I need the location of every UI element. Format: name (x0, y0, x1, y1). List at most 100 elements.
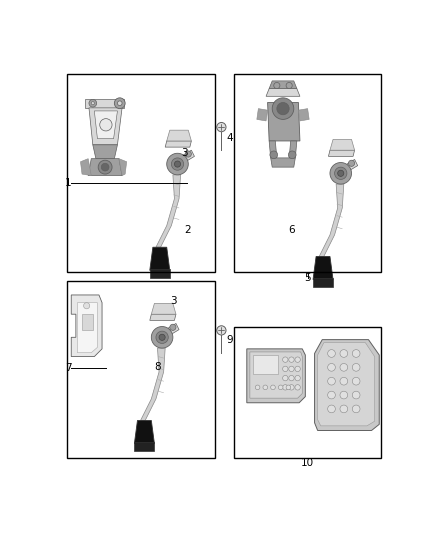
Circle shape (170, 324, 176, 330)
Polygon shape (94, 111, 117, 139)
Circle shape (272, 98, 294, 119)
Circle shape (279, 385, 283, 390)
Circle shape (159, 334, 165, 341)
Circle shape (340, 391, 348, 399)
Polygon shape (71, 295, 102, 357)
Circle shape (289, 375, 294, 381)
Polygon shape (88, 159, 122, 175)
Circle shape (340, 377, 348, 385)
Circle shape (295, 385, 300, 390)
Polygon shape (150, 247, 170, 270)
Circle shape (156, 331, 168, 343)
Circle shape (98, 160, 112, 174)
Circle shape (283, 366, 288, 372)
Circle shape (340, 405, 348, 413)
Polygon shape (150, 314, 176, 320)
Polygon shape (247, 349, 305, 403)
Polygon shape (269, 81, 297, 88)
Circle shape (288, 151, 296, 159)
Circle shape (283, 357, 288, 362)
Circle shape (277, 102, 289, 115)
Circle shape (270, 151, 278, 159)
Circle shape (289, 357, 294, 362)
Circle shape (295, 375, 300, 381)
Circle shape (283, 375, 288, 381)
Bar (82, 314, 93, 329)
Circle shape (340, 364, 348, 371)
Polygon shape (298, 109, 309, 121)
Circle shape (255, 385, 260, 390)
Text: 3: 3 (170, 296, 177, 306)
Circle shape (217, 326, 226, 335)
Polygon shape (266, 88, 300, 96)
Circle shape (174, 161, 180, 167)
Text: 4: 4 (226, 133, 233, 143)
Polygon shape (289, 141, 297, 158)
Circle shape (89, 99, 97, 107)
Polygon shape (250, 352, 302, 398)
Polygon shape (347, 159, 358, 170)
Polygon shape (269, 141, 277, 158)
Circle shape (217, 123, 226, 132)
Text: 6: 6 (288, 224, 295, 235)
Circle shape (295, 366, 300, 372)
Polygon shape (81, 159, 91, 175)
Polygon shape (313, 278, 333, 287)
Circle shape (328, 391, 336, 399)
Text: 10: 10 (301, 458, 314, 468)
Circle shape (171, 158, 184, 170)
Bar (234, 327, 381, 458)
Circle shape (263, 385, 268, 390)
Circle shape (352, 350, 360, 357)
Polygon shape (268, 102, 300, 141)
Circle shape (274, 83, 280, 88)
Bar (67, 281, 215, 458)
Circle shape (114, 98, 125, 109)
Circle shape (286, 83, 292, 88)
Circle shape (185, 151, 191, 157)
Text: 1: 1 (65, 179, 72, 188)
Text: 9: 9 (226, 335, 233, 345)
Polygon shape (150, 269, 170, 278)
Polygon shape (330, 140, 355, 150)
Circle shape (352, 391, 360, 399)
Polygon shape (184, 150, 194, 161)
Circle shape (289, 366, 294, 372)
Circle shape (167, 154, 188, 175)
Polygon shape (319, 184, 344, 256)
Circle shape (338, 170, 344, 176)
Polygon shape (271, 158, 295, 167)
Circle shape (335, 167, 347, 180)
Circle shape (151, 327, 173, 348)
Polygon shape (168, 324, 179, 334)
Circle shape (328, 405, 336, 413)
Polygon shape (134, 442, 155, 451)
Polygon shape (313, 256, 333, 280)
Circle shape (100, 119, 112, 131)
Polygon shape (85, 99, 124, 108)
Circle shape (328, 377, 336, 385)
Polygon shape (78, 303, 97, 353)
Text: 5: 5 (304, 273, 311, 283)
Polygon shape (314, 340, 379, 431)
Bar (234, 74, 381, 272)
Polygon shape (119, 159, 127, 175)
Circle shape (283, 385, 288, 390)
Polygon shape (93, 145, 117, 159)
Circle shape (286, 385, 291, 390)
Circle shape (352, 377, 360, 385)
Text: 8: 8 (155, 361, 161, 372)
Polygon shape (165, 141, 191, 147)
Circle shape (117, 101, 122, 106)
Circle shape (330, 163, 352, 184)
Text: 3: 3 (181, 148, 188, 158)
Text: 2: 2 (184, 224, 191, 235)
Circle shape (328, 350, 336, 357)
Circle shape (295, 357, 300, 362)
Polygon shape (167, 130, 191, 141)
Polygon shape (141, 348, 165, 421)
Polygon shape (328, 150, 355, 156)
Circle shape (340, 350, 348, 357)
Text: 7: 7 (65, 363, 72, 373)
Polygon shape (257, 109, 268, 121)
